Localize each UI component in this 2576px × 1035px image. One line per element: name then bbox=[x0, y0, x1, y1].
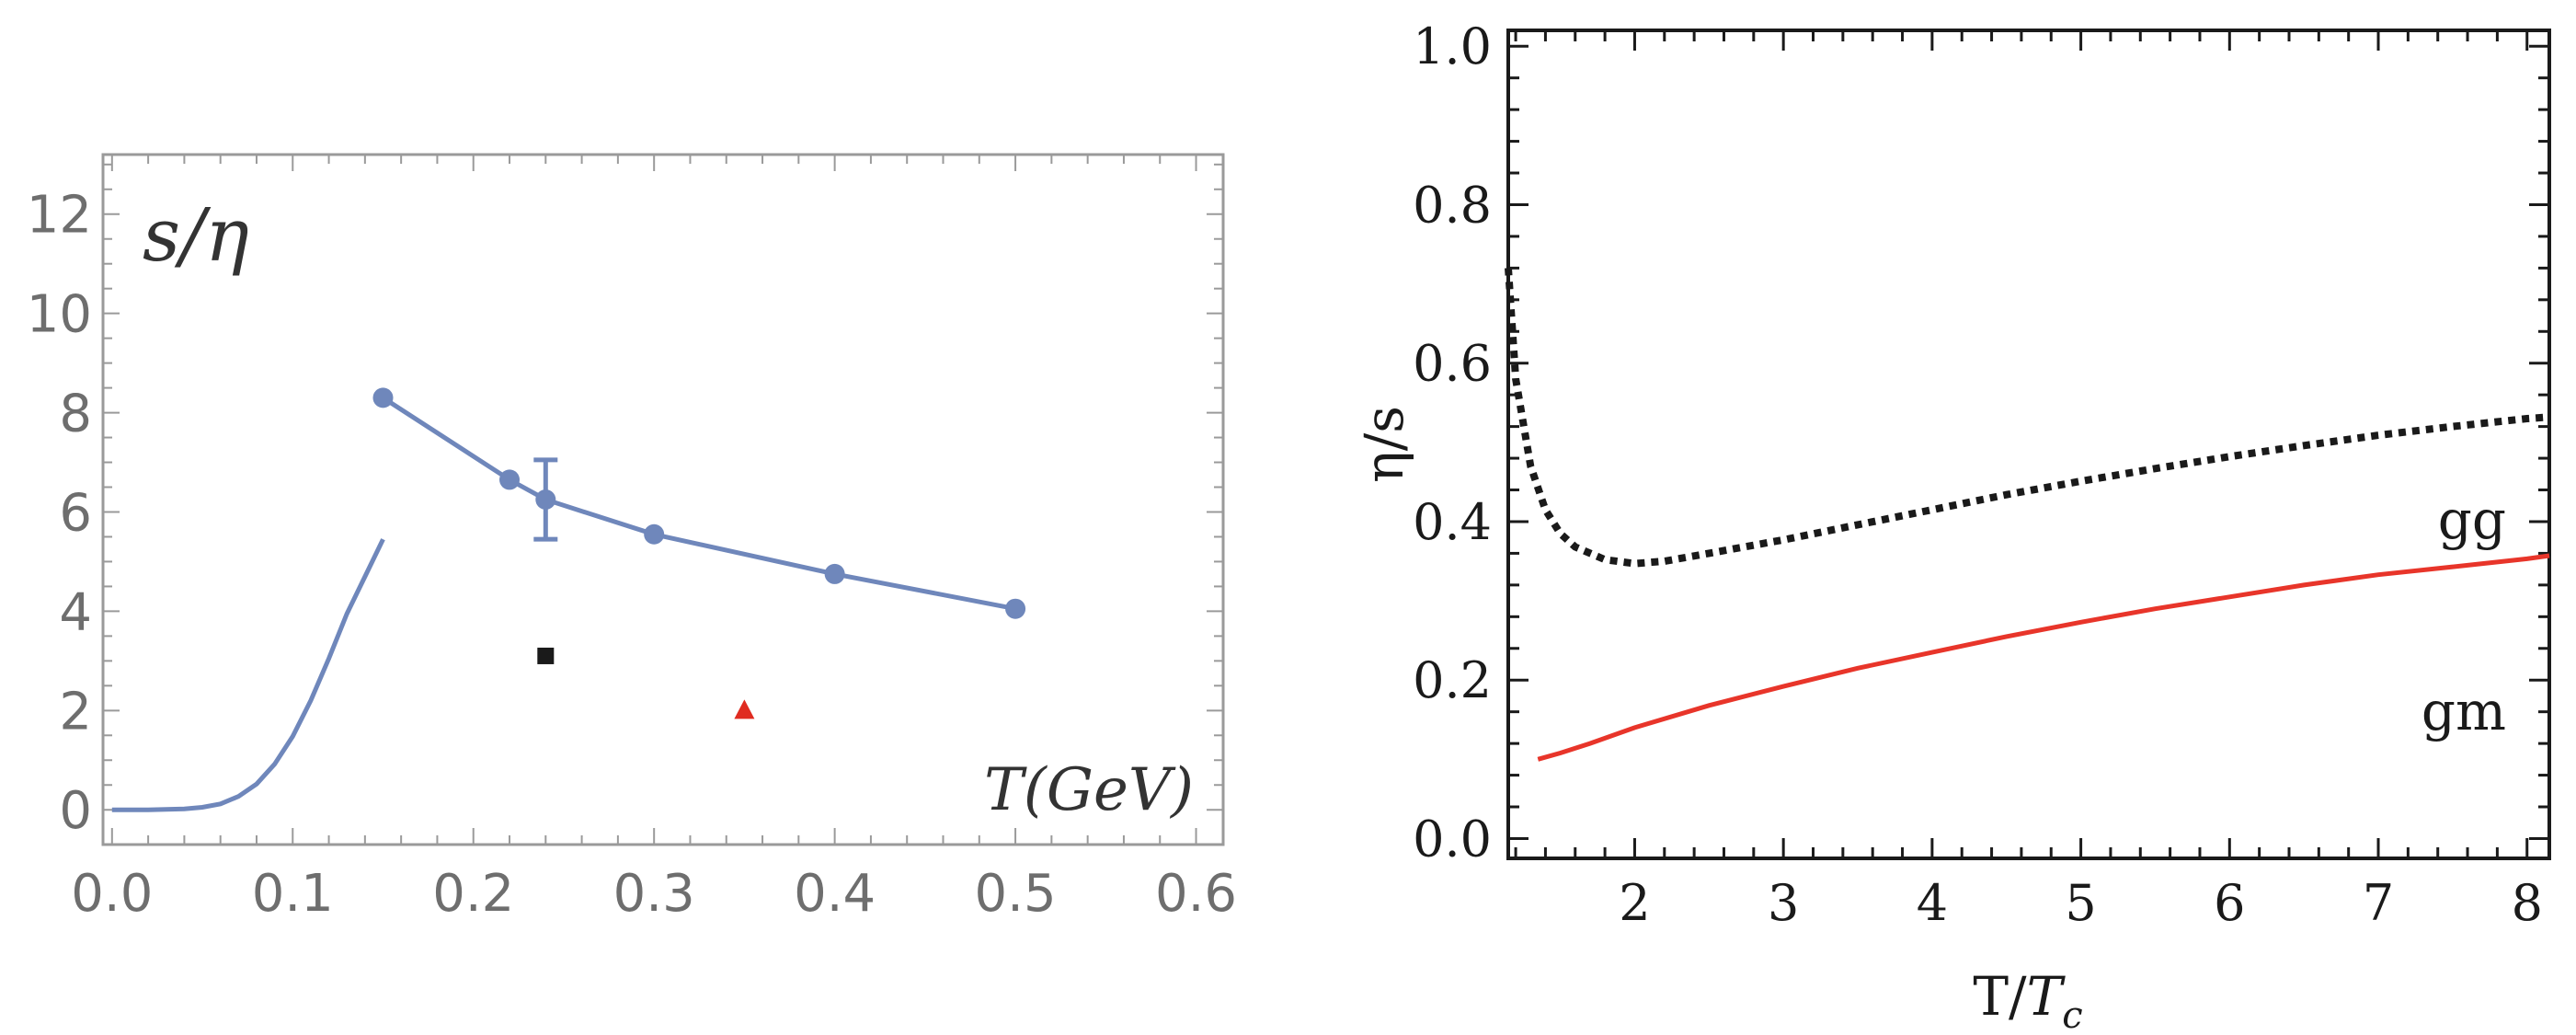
left-x-axis-label: T(GeV) bbox=[984, 756, 1194, 824]
x-tick-label: 0.3 bbox=[613, 864, 695, 924]
qgp-point bbox=[372, 387, 394, 408]
x-tick-label: 7 bbox=[2363, 874, 2394, 932]
y-tick-label: 10 bbox=[27, 285, 92, 345]
x-tick-label: 2 bbox=[1619, 874, 1650, 932]
x-tick-label: 0.2 bbox=[432, 864, 514, 924]
triangle-point bbox=[734, 699, 755, 719]
right-x-tick-labels: 2 3 4 5 6 7 8 bbox=[1619, 874, 2543, 932]
x-tick-label: 0.5 bbox=[975, 864, 1057, 924]
right-chart: 2 3 4 5 6 7 8 0.0 0.2 0.4 0.6 0.8 1.0 gg gm η/s T/T… bbox=[1353, 17, 2551, 1035]
y-tick-label: 12 bbox=[27, 186, 92, 246]
qgp-point bbox=[644, 523, 665, 545]
x-tick-label: 4 bbox=[1917, 874, 1948, 932]
y-tick-label: 1.0 bbox=[1413, 17, 1492, 75]
y-tick-label: 6 bbox=[59, 483, 92, 543]
left-x-tick-labels: 0.0 0.1 0.2 0.3 0.4 0.5 0.6 bbox=[71, 864, 1237, 924]
qgp-point bbox=[824, 563, 845, 584]
right-y-axis-label: η/s bbox=[1353, 406, 1415, 483]
series-label-gm: gm bbox=[2421, 680, 2506, 742]
series-label-gg: gg bbox=[2438, 489, 2506, 551]
x-tick-label: 8 bbox=[2512, 874, 2543, 932]
x-tick-label: 0.0 bbox=[71, 864, 153, 924]
series-gm bbox=[1537, 553, 2550, 762]
series-hadron-gas-curve bbox=[111, 538, 385, 812]
y-tick-label: 0.0 bbox=[1413, 810, 1492, 868]
left-y-tick-labels: 0 2 4 6 8 10 12 bbox=[27, 186, 92, 841]
right-plot-frame bbox=[1506, 29, 2551, 860]
series-qgp-line bbox=[382, 396, 1016, 612]
x-tick-label: 3 bbox=[1768, 874, 1799, 932]
qgp-point bbox=[535, 489, 556, 510]
y-tick-label: 8 bbox=[59, 385, 92, 444]
right-x-axis-label: T/Tc bbox=[1973, 965, 2082, 1035]
square-point bbox=[537, 647, 555, 664]
y-tick-label: 0.4 bbox=[1413, 493, 1492, 551]
y-tick-label: 0.8 bbox=[1413, 176, 1492, 234]
left-annotation: s/η bbox=[143, 192, 249, 278]
left-plot-frame bbox=[101, 153, 1225, 846]
right-series bbox=[1505, 268, 2550, 762]
right-tick-marks bbox=[1508, 30, 2549, 858]
qgp-point bbox=[1005, 598, 1026, 619]
x-tick-label: 5 bbox=[2065, 874, 2096, 932]
right-y-tick-labels: 0.0 0.2 0.4 0.6 0.8 1.0 bbox=[1413, 17, 1492, 868]
left-series bbox=[111, 387, 1026, 812]
y-tick-label: 4 bbox=[59, 582, 92, 642]
qgp-point bbox=[499, 469, 521, 490]
left-chart: 0.0 0.1 0.2 0.3 0.4 0.5 0.6 0 2 4 6 8 10 12 s/η T(Ge… bbox=[27, 153, 1237, 924]
series-gg bbox=[1505, 268, 2550, 568]
x-tick-label: 0.4 bbox=[794, 864, 876, 924]
y-tick-label: 0.2 bbox=[1413, 651, 1492, 709]
y-tick-label: 2 bbox=[59, 682, 92, 742]
x-tick-label: 0.1 bbox=[252, 864, 334, 924]
x-tick-label: 6 bbox=[2214, 874, 2245, 932]
y-tick-label: 0 bbox=[59, 781, 92, 841]
left-tick-marks bbox=[103, 155, 1223, 845]
x-tick-label: 0.6 bbox=[1155, 864, 1237, 924]
y-tick-label: 0.6 bbox=[1413, 335, 1492, 393]
